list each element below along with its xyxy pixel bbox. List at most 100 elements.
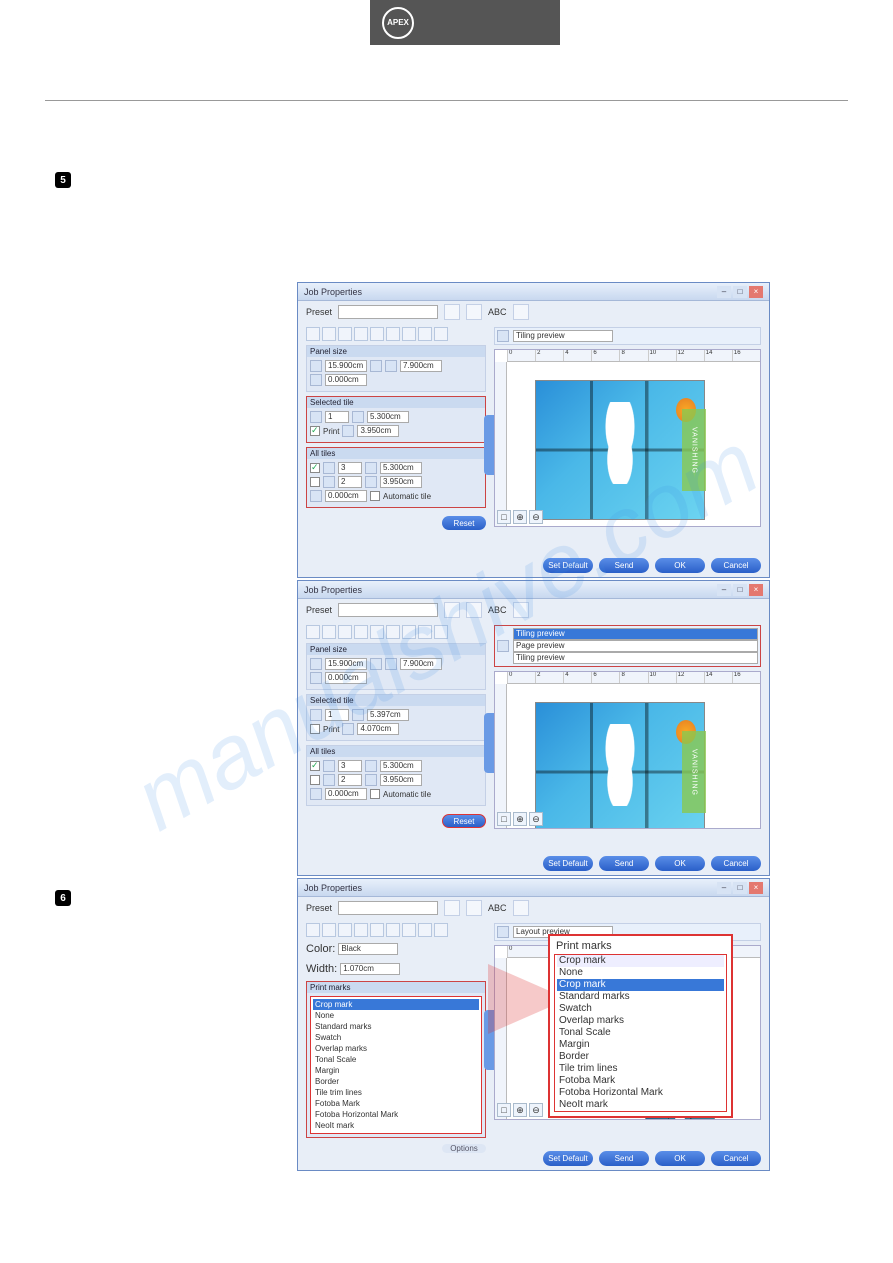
tile-idx[interactable]: 1 (325, 709, 349, 721)
zoom-out-icon[interactable]: ⊖ (529, 510, 543, 524)
gap[interactable]: 0.000cm (325, 788, 367, 800)
tab6[interactable] (386, 923, 400, 937)
preset-select[interactable] (338, 603, 438, 617)
tab2[interactable] (322, 923, 336, 937)
preset-icon3[interactable] (513, 900, 529, 916)
colw[interactable]: 5.300cm (380, 462, 422, 474)
set-default-button[interactable]: Set Default (543, 856, 593, 871)
tab6[interactable] (386, 327, 400, 341)
rowh[interactable]: 3.950cm (380, 774, 422, 786)
zoom-in-icon[interactable]: ⊕ (513, 812, 527, 826)
tab9[interactable] (434, 625, 448, 639)
rows[interactable]: 2 (338, 774, 362, 786)
cancel-button[interactable]: Cancel (711, 1151, 761, 1166)
marks-opt[interactable]: Tile trim lines (313, 1087, 479, 1098)
preset-icon3[interactable] (513, 602, 529, 618)
rows-check[interactable] (310, 775, 320, 785)
marks-opt[interactable]: Overlap marks (313, 1043, 479, 1054)
tab1[interactable] (306, 625, 320, 639)
callout-opt[interactable]: Tonal Scale (557, 1027, 724, 1039)
cols[interactable]: 3 (338, 760, 362, 772)
link-icon[interactable] (370, 360, 382, 372)
print-check[interactable] (310, 724, 320, 734)
close-icon[interactable]: × (749, 584, 763, 596)
callout-opt[interactable]: Overlap marks (557, 1015, 724, 1027)
zoom-fit-icon[interactable]: □ (497, 812, 511, 826)
set-default-button[interactable]: Set Default (543, 558, 593, 573)
maximize-icon[interactable]: □ (733, 882, 747, 894)
auto-check[interactable] (370, 491, 380, 501)
callout-opt[interactable]: Fotoba Horizontal Mark (557, 1087, 724, 1099)
zoom-in-icon[interactable]: ⊕ (513, 1103, 527, 1117)
close-icon[interactable]: × (749, 286, 763, 298)
tile-w[interactable]: 5.397cm (367, 709, 409, 721)
cols[interactable]: 3 (338, 462, 362, 474)
send-button[interactable]: Send (599, 1151, 649, 1166)
tab5[interactable] (370, 625, 384, 639)
tab8[interactable] (418, 625, 432, 639)
panel-x[interactable]: 0.000cm (325, 374, 367, 386)
tab7[interactable] (402, 923, 416, 937)
tile-h[interactable]: 3.950cm (357, 425, 399, 437)
print-check[interactable] (310, 426, 320, 436)
tab5[interactable] (370, 923, 384, 937)
preset-select[interactable] (338, 901, 438, 915)
link-icon[interactable] (370, 658, 382, 670)
cols-check[interactable] (310, 463, 320, 473)
callout-opt[interactable]: None (557, 967, 724, 979)
send-button[interactable]: Send (599, 558, 649, 573)
tab2[interactable] (322, 625, 336, 639)
tab6[interactable] (386, 625, 400, 639)
marks-opt[interactable]: Standard marks (313, 1021, 479, 1032)
callout-sel-field[interactable]: Crop mark (557, 955, 724, 967)
preset-icon2[interactable] (466, 602, 482, 618)
panel-handle[interactable] (484, 415, 494, 475)
zoom-fit-icon[interactable]: □ (497, 510, 511, 524)
colw[interactable]: 5.300cm (380, 760, 422, 772)
cancel-button[interactable]: Cancel (711, 558, 761, 573)
rows-check[interactable] (310, 477, 320, 487)
callout-opt[interactable]: Fotoba Mark (557, 1075, 724, 1087)
preview-dropdown-open[interactable]: Tiling preview Page preview Tiling previ… (513, 628, 758, 664)
tab3[interactable] (338, 625, 352, 639)
send-button[interactable]: Send (599, 856, 649, 871)
auto-check[interactable] (370, 789, 380, 799)
set-default-button[interactable]: Set Default (543, 1151, 593, 1166)
ok-button[interactable]: OK (655, 856, 705, 871)
gap[interactable]: 0.000cm (325, 490, 367, 502)
preset-icon3[interactable] (513, 304, 529, 320)
tab8[interactable] (418, 923, 432, 937)
tab3[interactable] (338, 923, 352, 937)
tab1[interactable] (306, 327, 320, 341)
zoom-fit-icon[interactable]: □ (497, 1103, 511, 1117)
panel-x[interactable]: 0.000cm (325, 672, 367, 684)
color-select[interactable]: Black (338, 943, 398, 955)
panel-w[interactable]: 15.900cm (325, 658, 367, 670)
tile-w[interactable]: 5.300cm (367, 411, 409, 423)
preview-dropdown-opt2[interactable]: Tiling preview (513, 652, 758, 664)
minimize-icon[interactable]: – (717, 584, 731, 596)
ok-button[interactable]: OK (655, 1151, 705, 1166)
zoom-out-icon[interactable]: ⊖ (529, 1103, 543, 1117)
callout-opt[interactable]: NeoIt mark (557, 1099, 724, 1111)
preset-icon1[interactable] (444, 304, 460, 320)
tile-idx[interactable]: 1 (325, 411, 349, 423)
zoom-in-icon[interactable]: ⊕ (513, 510, 527, 524)
preset-icon2[interactable] (466, 900, 482, 916)
callout-opt[interactable]: Margin (557, 1039, 724, 1051)
tab5[interactable] (370, 327, 384, 341)
zoom-out-icon[interactable]: ⊖ (529, 812, 543, 826)
rowh[interactable]: 3.950cm (380, 476, 422, 488)
tab9[interactable] (434, 327, 448, 341)
marks-opt[interactable]: Fotoba Mark (313, 1098, 479, 1109)
panel-h[interactable]: 7.900cm (400, 360, 442, 372)
marks-opt[interactable]: Tonal Scale (313, 1054, 479, 1065)
tab2[interactable] (322, 327, 336, 341)
tab4[interactable] (354, 923, 368, 937)
marks-opt[interactable]: Margin (313, 1065, 479, 1076)
preset-icon1[interactable] (444, 602, 460, 618)
panel-w[interactable]: 15.900cm (325, 360, 367, 372)
ok-button[interactable]: OK (655, 558, 705, 573)
marks-opt[interactable]: Swatch (313, 1032, 479, 1043)
minimize-icon[interactable]: – (717, 882, 731, 894)
